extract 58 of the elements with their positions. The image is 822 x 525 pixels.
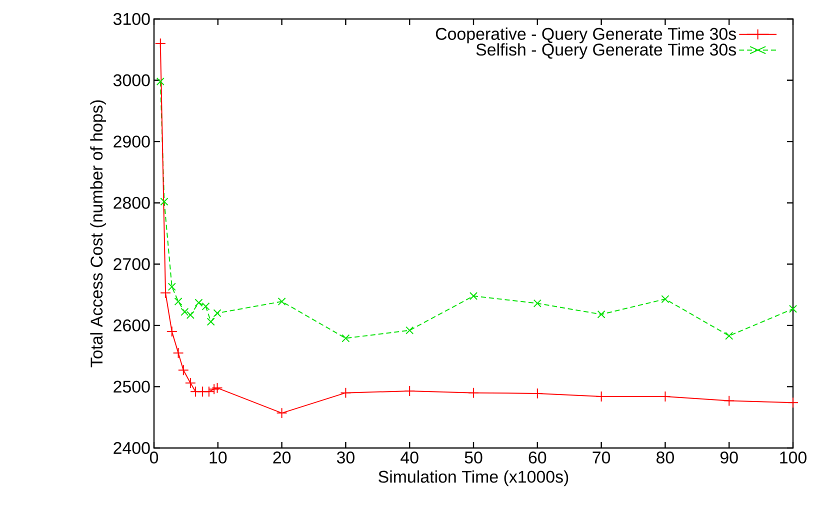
point	[180, 308, 189, 316]
point	[154, 38, 166, 49]
point	[174, 297, 182, 306]
x-tick-label: 80	[656, 452, 674, 464]
y-tick-label: 2700	[114, 258, 150, 270]
legend-label: Selfish - Query Generate Time 30s	[476, 43, 736, 60]
point	[404, 386, 416, 396]
x-tick-label: 10	[210, 452, 227, 464]
point	[278, 297, 286, 306]
point	[788, 304, 798, 313]
point	[156, 77, 164, 86]
x-axis-title: Simulation Time (x1000s)	[378, 470, 568, 486]
point	[184, 378, 196, 389]
x-tick-label: 50	[464, 452, 482, 464]
x-tick-label: 100	[780, 452, 806, 464]
point	[532, 388, 543, 399]
point	[212, 382, 223, 394]
point	[178, 364, 189, 376]
point	[276, 408, 288, 419]
point	[597, 310, 606, 318]
y-tick-label: 2600	[114, 319, 150, 332]
point	[186, 310, 194, 320]
x-tick-label: 30	[336, 452, 354, 464]
point	[208, 384, 220, 395]
y-tick-label: 2500	[114, 380, 150, 393]
y-tick-label: 3000	[113, 74, 150, 86]
point	[788, 397, 798, 408]
point	[172, 348, 184, 358]
y-tick-label: 2800	[114, 196, 150, 209]
y-tick-label: 2900	[114, 136, 150, 148]
y-tick-label: 2400	[114, 442, 150, 454]
x-tick-label: 20	[273, 452, 291, 464]
x-tick-label: 60	[528, 452, 546, 464]
point	[168, 282, 176, 291]
point	[194, 298, 203, 307]
legend-label: Cooperative - Query Generate Time 30s	[436, 27, 736, 44]
point	[661, 295, 670, 304]
point	[725, 332, 734, 340]
point	[203, 386, 214, 398]
point	[533, 299, 542, 308]
y-tick-label: 3100	[113, 12, 150, 25]
x-tick-label: 40	[400, 452, 418, 464]
point	[160, 287, 171, 298]
x-tick-label: 0	[150, 452, 158, 464]
y-axis-title: Total Access Cost (number of hops)	[90, 100, 106, 368]
x-tick-label: 90	[720, 452, 738, 464]
point	[340, 387, 352, 398]
point	[213, 309, 222, 318]
point	[166, 326, 178, 338]
point	[206, 318, 215, 326]
x-tick-label: 70	[592, 452, 610, 464]
point	[724, 395, 735, 406]
point	[469, 292, 478, 300]
point	[342, 334, 350, 342]
point	[202, 302, 210, 310]
point	[406, 326, 414, 334]
point	[468, 387, 479, 398]
point	[160, 198, 168, 206]
